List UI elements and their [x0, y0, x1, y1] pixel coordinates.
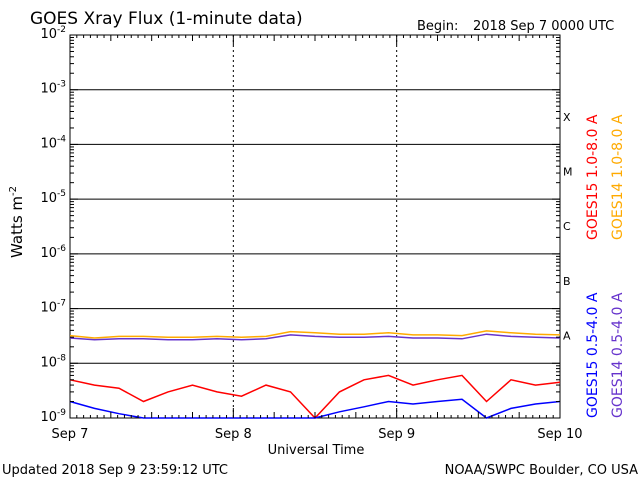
y-tick-base: 10: [40, 246, 57, 261]
y-tick-exponent: -8: [57, 353, 66, 363]
y-tick-base: 10: [40, 191, 57, 206]
flare-class-label: B: [563, 275, 571, 288]
x-tick-marks: [69, 35, 561, 418]
x-tick-label: Sep 7: [52, 427, 89, 442]
legend: GOES15 1.0-8.0 A GOES14 1.0-8.0 A GOES15 0…: [585, 114, 626, 418]
y-tick-base: 10: [40, 410, 57, 425]
x-tick-label: Sep 10: [537, 427, 582, 442]
y-tick-label: 10-9: [40, 408, 66, 425]
gridlines: [70, 89, 560, 364]
legend-entry: GOES14 1.0-8.0 A: [610, 114, 626, 240]
y-tick-base: 10: [40, 27, 57, 42]
updated-timestamp: Updated 2018 Sep 9 23:59:12 UTC: [2, 463, 228, 478]
y-tick-base: 10: [40, 301, 57, 316]
begin-value: 2018 Sep 7 0000 UTC: [473, 19, 614, 34]
y-tick-marks: [70, 37, 560, 419]
y-axis-label: Watts m-2: [8, 186, 26, 258]
begin-label: Begin:: [417, 19, 458, 34]
y-tick-exponent: -6: [57, 244, 66, 254]
y-tick-label: 10-5: [40, 189, 66, 206]
x-axis-label: Universal Time: [268, 443, 365, 458]
y-tick-label: 10-4: [40, 134, 66, 151]
y-tick-base: 10: [40, 355, 57, 370]
series-line-goes14-0-5-4-0-a: [69, 333, 561, 341]
y-tick-label: 10-8: [40, 353, 66, 370]
legend-entry: GOES14 0.5-4.0 A: [610, 292, 626, 418]
y-tick-label: 10-2: [40, 25, 66, 42]
y-tick-label: 10-6: [40, 244, 66, 261]
y-axis-label-main: Watts m: [8, 196, 26, 258]
y-tick-base: 10: [40, 136, 57, 151]
y-tick-exponent: -5: [57, 189, 66, 199]
flare-class-label: C: [563, 220, 571, 233]
y-tick-labels: 10-910-810-710-610-510-410-310-2: [40, 25, 66, 425]
series-line-goes14-1-0-8-0-a: [69, 330, 561, 339]
chart-title: GOES Xray Flux (1-minute data): [30, 9, 303, 29]
series-line-goes15-1-0-8-0-a: [69, 374, 561, 420]
y-tick-exponent: -4: [57, 134, 66, 144]
credit: NOAA/SWPC Boulder, CO USA: [445, 463, 638, 478]
y-tick-exponent: -9: [57, 408, 66, 418]
y-tick-exponent: -3: [57, 80, 66, 90]
flare-class-labels: A B C M X: [563, 111, 573, 343]
legend-entry: GOES15 0.5-4.0 A: [585, 292, 601, 418]
plot-frame: [69, 34, 561, 419]
x-tick-label: Sep 9: [378, 427, 415, 442]
flare-class-label: X: [563, 111, 571, 124]
y-tick-base: 10: [40, 82, 57, 97]
x-tick-labels: Sep 7 Sep 8 Sep 9 Sep 10: [52, 427, 583, 442]
flare-class-label: A: [563, 330, 571, 343]
series-layer: [69, 330, 561, 420]
y-axis-label-exponent: -2: [8, 186, 19, 196]
y-tick-label: 10-7: [40, 299, 66, 316]
flare-class-label: M: [563, 166, 573, 179]
plot-area: [69, 34, 561, 420]
y-tick-exponent: -7: [57, 299, 66, 309]
day-separators: [232, 35, 398, 418]
y-tick-exponent: -2: [57, 25, 66, 35]
x-tick-label: Sep 8: [215, 427, 252, 442]
legend-entry: GOES15 1.0-8.0 A: [585, 114, 601, 240]
y-tick-label: 10-3: [40, 80, 66, 97]
